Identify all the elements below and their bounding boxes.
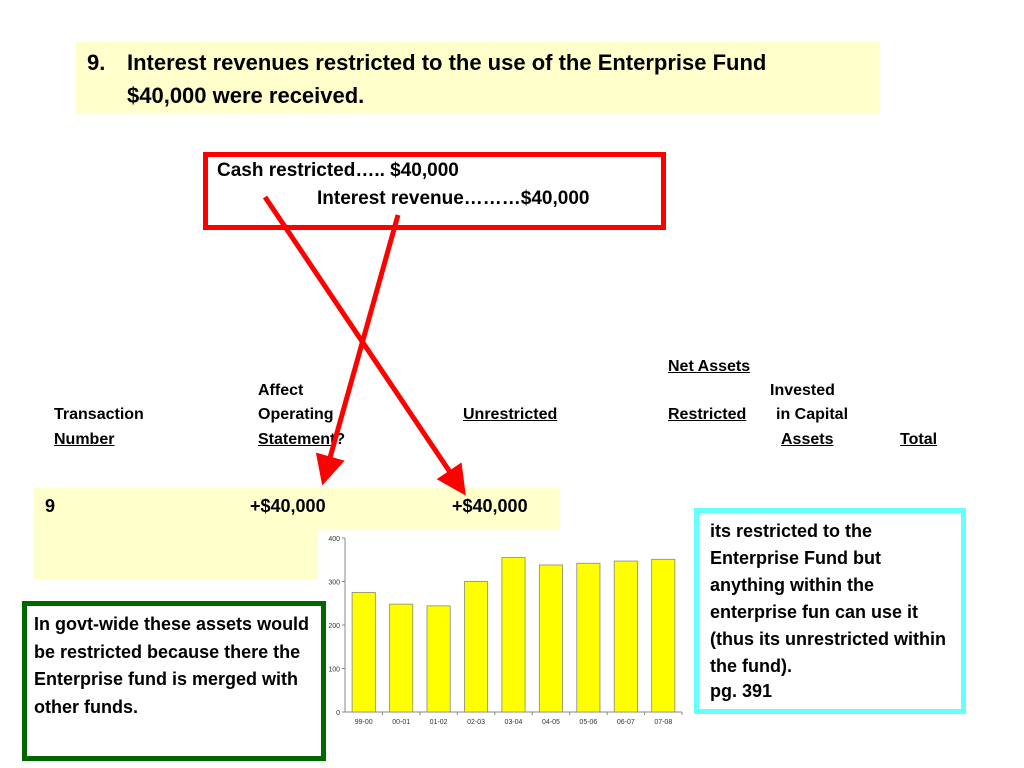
header-number: Number	[54, 431, 115, 448]
header-statement-wrap: Statement?	[258, 431, 345, 449]
row-affect-value: +$40,000	[250, 496, 326, 516]
chart-y-tick-label: 300	[328, 580, 340, 587]
chart-bar	[613, 560, 638, 713]
header-restricted: Restricted	[668, 406, 747, 423]
chart-x-tick-label: 00-01	[392, 719, 410, 726]
chart-x-tick-label: 02-03	[467, 719, 485, 726]
chart-bar	[351, 591, 376, 713]
row-unrestricted-value: +$40,000	[452, 496, 528, 516]
chart-y-tick-label: 0	[336, 710, 340, 717]
chart-bar	[576, 562, 601, 713]
page-reference: pg. 391	[710, 681, 773, 701]
chart-x-tick-label: 03-04	[505, 719, 523, 726]
header-transaction: Transaction	[54, 406, 144, 423]
left-note-text: In govt-wide these assets would be restr…	[34, 614, 310, 717]
right-note-box	[694, 508, 966, 714]
chart-x-tick-label: 06-07	[617, 719, 635, 726]
item-number: 9.	[87, 50, 106, 75]
chart-y-tick-label: 400	[328, 536, 340, 543]
header-unrestricted: Unrestricted	[463, 406, 558, 423]
header-affect: Affect	[258, 382, 304, 399]
chart-x-tick-label: 99-00	[355, 719, 373, 726]
header-total: Total	[900, 431, 938, 448]
chart-bar	[651, 558, 676, 713]
journal-debit-line: Cash restricted….. $40,000	[217, 160, 459, 181]
chart-bar	[538, 564, 563, 713]
header-statement: Statement	[258, 431, 336, 448]
header-question-mark: ?	[335, 431, 346, 448]
header-in-capital: in Capital	[776, 406, 849, 423]
header-invested: Invested	[770, 382, 835, 399]
header-assets: Assets	[781, 431, 834, 448]
right-note-text: its restricted to the Enterprise Fund bu…	[710, 521, 947, 676]
chart-bar	[464, 581, 489, 713]
chart-bar	[389, 603, 414, 713]
title-banner	[76, 42, 880, 114]
chart-bar	[426, 605, 451, 713]
left-note-box	[22, 601, 326, 761]
chart-x-tick-label: 04-05	[542, 719, 560, 726]
header-net-assets: Net Assets	[668, 358, 751, 375]
chart-bar	[501, 557, 526, 713]
title-line-1: Interest revenues restricted to the use …	[127, 50, 767, 75]
chart-y-tick-label: 100	[328, 667, 340, 674]
chart-x-tick-label: 01-02	[430, 719, 448, 726]
chart-x-tick-label: 05-06	[579, 719, 597, 726]
chart-x-tick-label: 07-08	[654, 719, 672, 726]
title-line-2: $40,000 were received.	[127, 83, 365, 108]
header-operating: Operating	[258, 406, 334, 423]
row-transaction-number: 9	[45, 496, 56, 516]
journal-credit-line: Interest revenue………$40,000	[317, 188, 590, 209]
chart-y-tick-label: 200	[328, 623, 340, 630]
